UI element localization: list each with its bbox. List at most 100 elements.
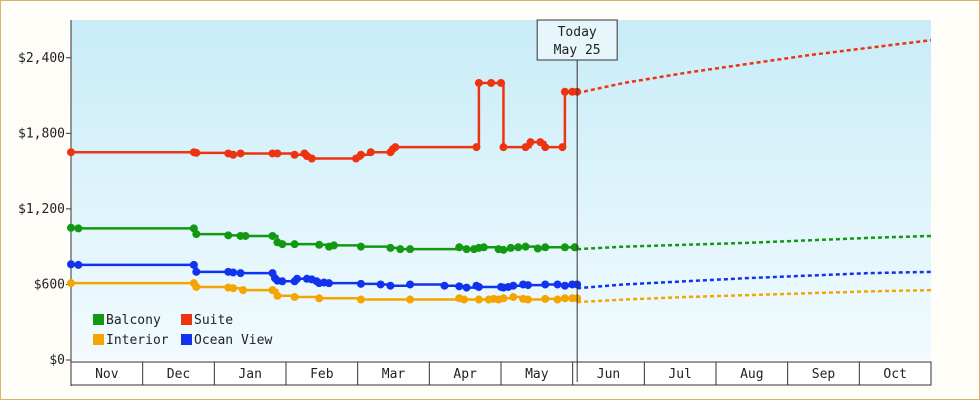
point-ocean-view <box>229 268 238 277</box>
month-label: Feb <box>310 367 334 382</box>
point-suite <box>558 143 567 152</box>
point-suite <box>273 149 282 158</box>
point-ocean-view <box>236 269 245 278</box>
point-ocean-view <box>406 280 415 289</box>
point-ocean-view <box>192 267 201 276</box>
point-interior <box>553 295 562 304</box>
point-interior <box>268 286 277 295</box>
legend-label-ocean-view: Ocean View <box>194 333 272 348</box>
month-label: Apr <box>453 367 477 382</box>
legend-swatch-interior <box>93 334 104 345</box>
point-ocean-view <box>455 282 464 291</box>
month-label: Nov <box>95 367 119 382</box>
point-balcony <box>506 243 515 252</box>
point-interior <box>406 295 415 304</box>
plot-area <box>71 20 931 360</box>
point-ocean-view <box>524 281 533 290</box>
today-box <box>536 19 618 61</box>
point-balcony <box>290 240 299 249</box>
point-suite <box>236 149 245 158</box>
point-balcony <box>386 243 395 252</box>
point-balcony <box>241 231 250 240</box>
forecast-line-interior <box>577 288 932 304</box>
point-interior <box>356 295 365 304</box>
month-label: Oct <box>883 367 906 382</box>
point-suite <box>472 143 481 152</box>
point-balcony <box>455 243 464 252</box>
forecast-line-ocean-view <box>577 270 932 290</box>
y-tick-label: $2,400 <box>18 51 65 66</box>
point-balcony <box>224 231 233 240</box>
point-ocean-view <box>74 260 83 269</box>
point-balcony <box>74 224 83 233</box>
point-interior <box>541 294 550 303</box>
legend-label-interior: Interior <box>106 333 169 348</box>
point-balcony <box>521 242 530 251</box>
month-label: Dec <box>167 367 190 382</box>
point-suite <box>536 138 545 147</box>
point-balcony <box>533 244 542 253</box>
point-ocean-view <box>67 260 75 269</box>
point-suite <box>497 78 505 87</box>
point-balcony <box>479 243 488 252</box>
point-balcony <box>514 243 523 252</box>
y-tick-label: $600 <box>34 277 65 292</box>
point-suite <box>356 150 365 159</box>
month-label: Sep <box>812 367 836 382</box>
point-ocean-view <box>440 281 449 290</box>
point-suite <box>474 78 483 87</box>
point-interior <box>524 295 533 304</box>
point-suite <box>487 78 496 87</box>
point-suite <box>499 143 508 152</box>
point-suite <box>290 150 299 159</box>
legend-swatch-balcony <box>93 314 104 325</box>
point-suite <box>391 143 400 152</box>
point-interior <box>499 294 508 303</box>
point-ocean-view <box>189 260 198 269</box>
point-ocean-view <box>278 277 287 286</box>
point-suite <box>560 87 569 96</box>
point-ocean-view <box>474 282 483 291</box>
forecast-line-balcony <box>577 234 932 251</box>
point-suite <box>366 148 375 157</box>
today-date: May 25 <box>554 43 601 58</box>
point-suite <box>67 148 75 157</box>
point-ocean-view <box>356 279 365 288</box>
legend-label-balcony: Balcony <box>106 313 161 328</box>
point-balcony <box>406 245 415 254</box>
point-interior <box>239 286 247 295</box>
point-interior <box>509 293 518 302</box>
point-balcony <box>67 223 75 232</box>
point-interior <box>474 295 483 304</box>
point-balcony <box>541 243 550 252</box>
point-suite <box>541 143 550 152</box>
point-balcony <box>192 230 201 239</box>
point-balcony <box>278 240 287 249</box>
month-label: May <box>525 367 549 382</box>
month-label: Jul <box>668 367 691 382</box>
point-suite <box>526 138 535 147</box>
point-ocean-view <box>293 274 302 283</box>
point-suite <box>307 154 316 163</box>
y-tick-label: $0 <box>49 353 65 368</box>
month-label: Mar <box>382 367 406 382</box>
point-balcony <box>268 231 277 240</box>
point-ocean-view <box>560 281 569 290</box>
month-label: Jan <box>238 367 261 382</box>
point-interior <box>229 284 238 293</box>
point-interior <box>560 294 569 303</box>
point-ocean-view <box>386 281 395 290</box>
point-ocean-view <box>376 280 385 289</box>
point-interior <box>67 279 75 288</box>
legend-swatch-ocean-view <box>181 334 192 345</box>
point-ocean-view <box>541 280 550 289</box>
legend-swatch-suite <box>181 314 192 325</box>
point-balcony <box>396 245 405 254</box>
forecast-line-suite <box>576 38 932 95</box>
point-balcony <box>329 241 338 250</box>
point-interior <box>460 295 469 304</box>
y-tick-label: $1,800 <box>18 126 65 141</box>
point-interior <box>192 282 201 291</box>
point-ocean-view <box>509 281 518 290</box>
